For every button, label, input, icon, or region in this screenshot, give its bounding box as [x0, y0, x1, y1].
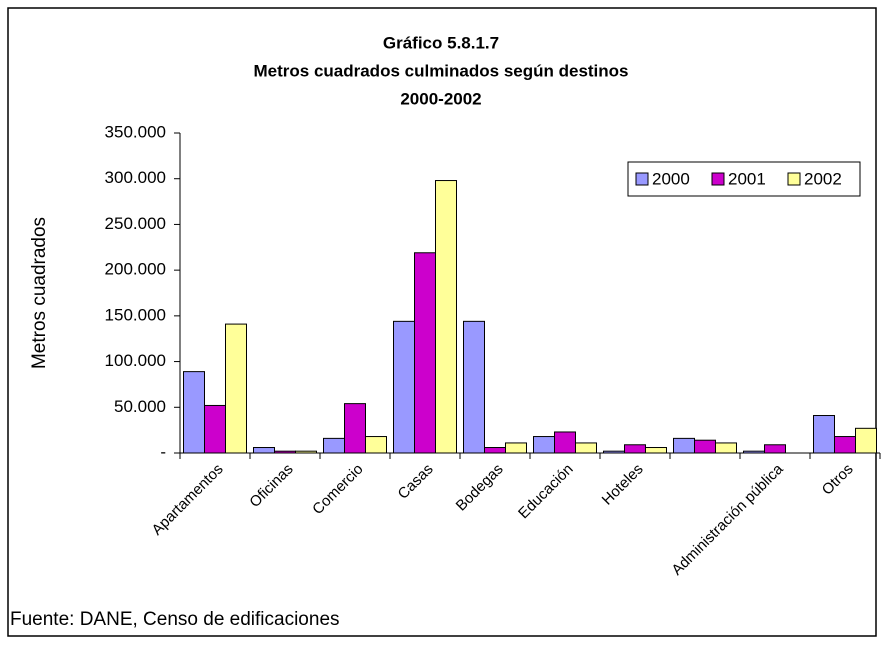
y-tick-label: -	[160, 442, 166, 461]
bar	[484, 447, 506, 454]
y-tick-label: 350.000	[105, 122, 166, 141]
bar	[603, 450, 625, 454]
legend-swatch	[635, 172, 649, 186]
y-axis-label: Metros cuadrados	[29, 217, 50, 369]
bar	[855, 427, 877, 454]
bar	[554, 431, 576, 454]
legend-swatch	[711, 172, 725, 186]
bar	[204, 404, 226, 454]
source-note: Fuente: DANE, Censo de edificaciones	[10, 609, 340, 630]
bar	[274, 450, 296, 454]
bar	[673, 437, 695, 454]
legend-box	[627, 161, 861, 197]
bar	[323, 437, 345, 454]
bar	[743, 450, 765, 454]
y-tick-label: 150.000	[105, 305, 166, 324]
bar	[435, 180, 457, 454]
bar	[834, 436, 856, 454]
bar	[414, 252, 436, 454]
bar	[365, 436, 387, 454]
bar	[575, 442, 597, 454]
bar	[624, 444, 646, 454]
legend-label: 2000	[652, 169, 690, 188]
y-tick-label: 200.000	[105, 260, 166, 279]
legend-swatch	[787, 172, 801, 186]
chart-title: Gráfico 5.8.1.7	[383, 33, 499, 52]
legend-label: 2001	[728, 169, 766, 188]
bar	[225, 323, 247, 454]
bar	[393, 320, 415, 454]
y-tick-label: 50.000	[114, 397, 166, 416]
bar	[463, 320, 485, 454]
y-tick-label: 250.000	[105, 214, 166, 233]
bar	[533, 436, 555, 454]
y-tick-label: 100.000	[105, 351, 166, 370]
bar	[694, 439, 716, 454]
chart-period: 2000-2002	[400, 89, 481, 108]
bar	[764, 444, 786, 454]
bar	[253, 447, 275, 454]
bar	[344, 403, 366, 454]
bar	[505, 442, 527, 454]
bar	[813, 415, 835, 454]
bar	[715, 442, 737, 454]
bar	[183, 371, 205, 454]
legend-label: 2002	[804, 169, 842, 188]
chart-subtitle: Metros cuadrados culminados según destin…	[253, 61, 628, 80]
bar	[645, 447, 667, 454]
y-tick-label: 300.000	[105, 168, 166, 187]
bar	[295, 450, 317, 454]
